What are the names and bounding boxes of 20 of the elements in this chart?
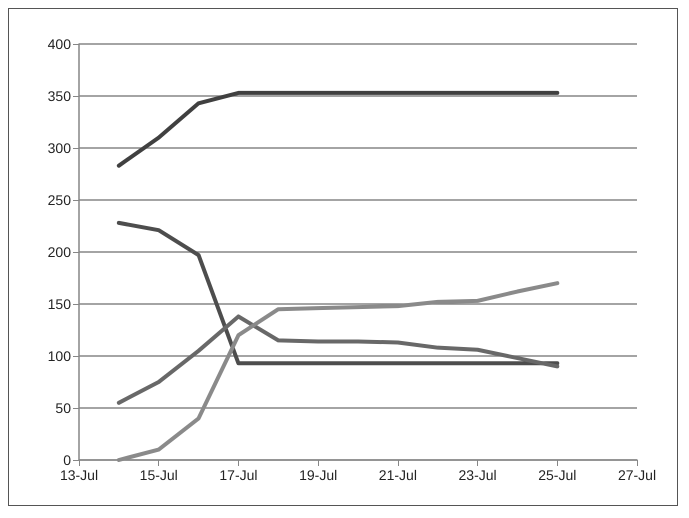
x-tick-label: 17-Jul [219,467,258,483]
x-tick-label: 15-Jul [140,467,178,483]
line-series [116,90,560,168]
y-tick-label: 100 [48,348,72,364]
x-tick-label: 27-Jul [618,467,656,483]
y-tick-label: 0 [63,452,72,468]
line-series [116,314,560,405]
y-tick-label: 50 [55,400,72,416]
x-tick-label: 19-Jul [299,467,338,483]
x-tick-label: 13-Jul [60,467,98,483]
y-tick-label: 300 [48,140,72,156]
y-tick-label: 400 [48,36,72,52]
y-tick-label: 200 [48,244,72,260]
y-tick-label: 350 [48,88,72,104]
x-tick-label: 25-Jul [538,467,576,483]
x-tick-label: 21-Jul [378,467,417,483]
y-tick-label: 250 [48,192,72,208]
x-tick-label: 23-Jul [458,467,497,483]
y-tick-label: 150 [48,296,72,312]
line-series [116,220,560,366]
